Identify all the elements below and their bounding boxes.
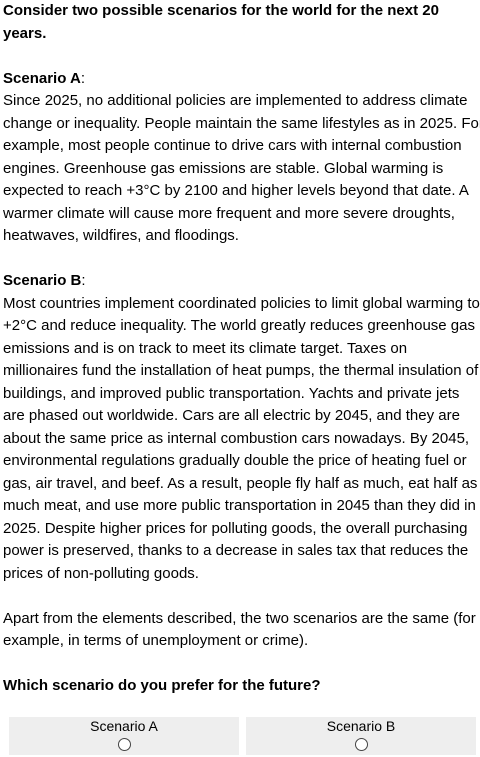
choice-group: Scenario A Scenario B xyxy=(3,716,480,755)
choice-label: Scenario B xyxy=(326,717,396,734)
text-line: power is preserved, thanks to a decrease… xyxy=(3,542,469,559)
text-line: 2025. Despite higher prices for pollutin… xyxy=(3,519,468,537)
text-line: warmer climate will cause more frequent … xyxy=(3,204,455,222)
spacer xyxy=(3,248,480,271)
intro-heading: Consider two possible scenarios for the … xyxy=(3,0,480,45)
text-line: engines. Greenhouse gas emissions are st… xyxy=(3,159,444,177)
text-line: prices of non-polluting goods. xyxy=(3,564,199,582)
intro-line-1: Consider two possible scenarios for the … xyxy=(3,2,439,19)
scenario-a-text: Since 2025, no additional policies are i… xyxy=(3,90,480,248)
intro-line-2: years. xyxy=(3,24,47,42)
text-line: about the same price as internal combust… xyxy=(3,429,470,447)
text-line: expected to reach +3°C by 2100 and highe… xyxy=(3,182,469,199)
text-line: environmental regulations gradually doub… xyxy=(3,452,467,469)
text-line: are phased out worldwide. Cars are all e… xyxy=(3,407,460,424)
text-line: heatwaves, wildfires, and floodings. xyxy=(3,227,239,244)
choice-label: Scenario A xyxy=(90,717,158,734)
text-line: example, in terms of unemployment or cri… xyxy=(3,632,309,649)
choice-scenario-a[interactable]: Scenario A xyxy=(9,716,239,755)
text-line: Most countries implement coordinated pol… xyxy=(3,294,480,312)
scenario-b-text: Most countries implement coordinated pol… xyxy=(3,293,480,586)
text-line: Apart from the elements described, the t… xyxy=(3,609,476,627)
choice-scenario-b[interactable]: Scenario B xyxy=(246,716,476,755)
spacer xyxy=(3,585,480,608)
scenario-b-block: Scenario B: Most countries implement coo… xyxy=(3,270,480,585)
text-line: millionaires fund the installation of he… xyxy=(3,362,479,379)
apart-paragraph: Apart from the elements described, the t… xyxy=(3,608,480,653)
radio-button-scenario-b[interactable] xyxy=(354,737,368,751)
scenario-b-title: Scenario B: xyxy=(3,272,86,289)
scenario-a-block: Scenario A: Since 2025, no additional po… xyxy=(3,68,480,248)
text-line: gas, air travel, and beef. As a result, … xyxy=(3,474,478,492)
text-line: much meat, and use more public transport… xyxy=(3,497,476,514)
text-line: Since 2025, no additional policies are i… xyxy=(3,92,468,109)
spacer xyxy=(3,653,480,676)
text-line: +2°C and reduce inequality. The world gr… xyxy=(3,317,475,334)
question-text: Which scenario do you prefer for the fut… xyxy=(3,677,321,694)
text-line: example, most people continue to drive c… xyxy=(3,137,462,154)
text-line: emissions and is on track to meet its cl… xyxy=(3,339,408,357)
spacer xyxy=(3,45,480,68)
scenario-a-title: Scenario A: xyxy=(3,69,85,87)
radio-button-scenario-a[interactable] xyxy=(117,737,131,751)
text-line: buildings, and improved public transport… xyxy=(3,384,460,402)
text-line: change or inequality. People maintain th… xyxy=(3,114,480,132)
